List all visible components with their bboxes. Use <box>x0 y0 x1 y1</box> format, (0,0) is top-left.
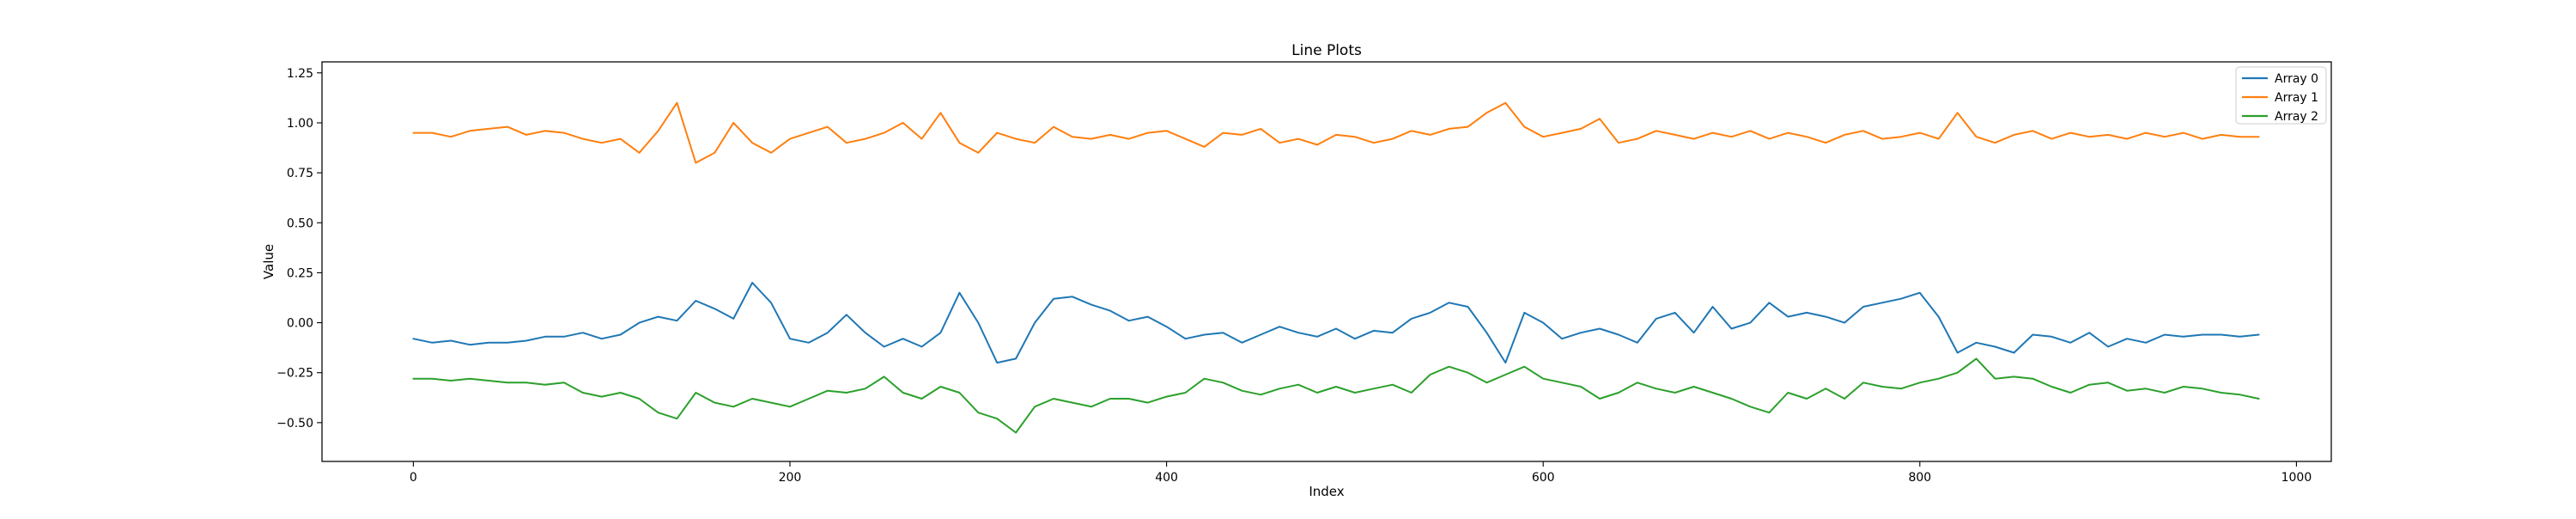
y-axis: −0.50 −0.25 0.00 0.25 0.50 0.75 1.00 1.25 <box>276 67 322 430</box>
plot-area <box>321 61 2332 462</box>
y-tick-label: 0.25 <box>287 266 313 280</box>
y-tick-label: 1.00 <box>287 117 313 131</box>
series-line-2 <box>412 357 2260 434</box>
y-tick-label: 0.75 <box>287 167 313 180</box>
legend-label-2: Array 2 <box>2275 110 2318 124</box>
legend-label-0: Array 0 <box>2275 72 2318 86</box>
x-tick-label: 400 <box>1155 471 1178 485</box>
y-tick-label: −0.50 <box>276 417 313 430</box>
legend-items: Array 0 Array 1 Array 2 <box>2242 72 2318 124</box>
series-layer <box>412 101 2260 434</box>
plot-frame <box>321 61 2332 462</box>
chart-title: Line Plots <box>1291 42 1362 59</box>
x-tick-label: 1000 <box>2281 471 2312 485</box>
x-tick-label: 800 <box>1908 471 1931 485</box>
y-tick-label: −0.25 <box>276 367 313 381</box>
x-axis: 0 200 400 600 800 1000 <box>410 461 2312 485</box>
x-tick-label: 200 <box>779 471 802 485</box>
series-line-1 <box>412 101 2260 164</box>
x-tick-label: 600 <box>1532 471 1555 485</box>
y-tick-label: 0.50 <box>287 217 313 230</box>
legend-frame <box>2235 66 2327 125</box>
series-line-0 <box>412 282 2260 364</box>
legend: Array 0 Array 1 Array 2 <box>2235 66 2327 125</box>
y-axis-label: Value <box>261 244 276 279</box>
y-tick-label: 1.25 <box>287 67 313 81</box>
x-tick-label: 0 <box>410 471 417 485</box>
y-tick-label: 0.00 <box>287 317 313 331</box>
legend-label-1: Array 1 <box>2275 91 2318 105</box>
x-axis-label: Index <box>1309 484 1344 499</box>
